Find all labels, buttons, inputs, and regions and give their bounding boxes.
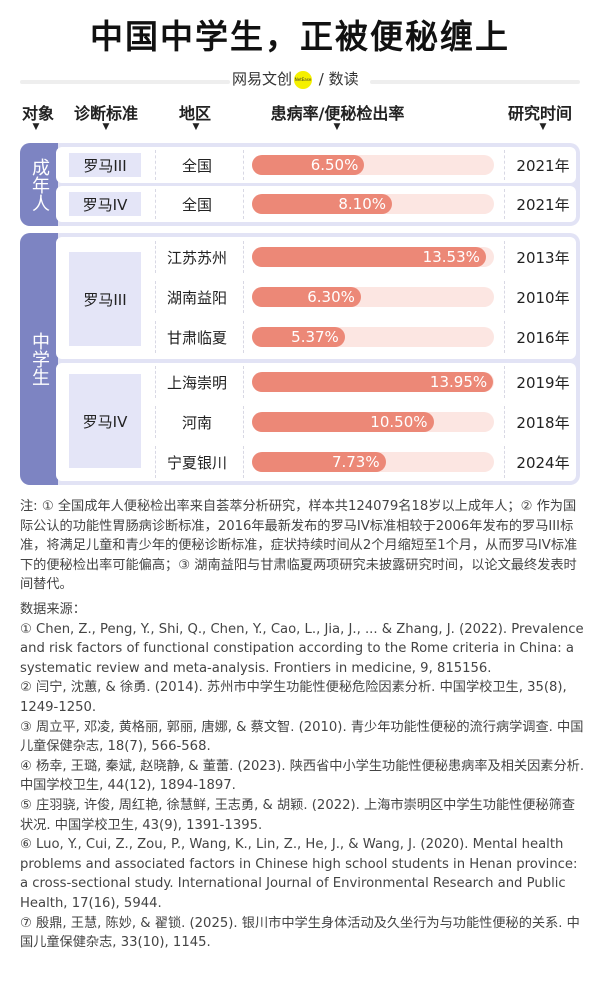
year-cell: 2024年 (516, 454, 570, 472)
divider (243, 366, 244, 398)
rate-bar-fill: 10.50% (252, 412, 434, 432)
netease-badge-icon: NetEase (294, 70, 313, 89)
divider (504, 281, 505, 313)
rate-bar-track: 13.95% (252, 372, 494, 392)
source-item: ② 闫宁, 沈蕙, & 徐勇. (2014). 苏州市中学生功能性便秘危险因素分… (20, 680, 567, 715)
header-rate: 患病率/便秘检出率 (270, 104, 405, 123)
year-cell: 2010年 (516, 289, 570, 307)
year-cell: 2016年 (516, 329, 570, 347)
source-item: ⑤ 庄羽骁, 许俊, 周红艳, 徐慧鲜, 王志勇, & 胡颖. (2022). … (20, 797, 576, 833)
divider (504, 366, 505, 398)
divider (243, 189, 244, 219)
arrow-down-icon: ▼ (32, 122, 40, 132)
arrow-down-icon: ▼ (192, 122, 200, 132)
divider (155, 150, 156, 180)
brand-separator: / (318, 70, 324, 88)
rate-bar-fill: 6.30% (252, 287, 361, 307)
divider (155, 446, 156, 478)
divider (243, 241, 244, 273)
arrow-down-icon: ▼ (539, 122, 547, 132)
rate-bar-fill: 13.53% (252, 247, 486, 267)
divider (370, 80, 580, 84)
header-subject: 对象 (21, 104, 54, 123)
header-region: 地区 (178, 104, 211, 123)
rate-bar-track: 6.50% (252, 155, 494, 175)
notes: 注: ① 全国成年人便秘检出率来自荟萃分析研究，样本共124079名18岁以上成… (20, 499, 578, 593)
divider (243, 406, 244, 438)
brand-logo: 网易文创 NetEase / 数读 (232, 68, 359, 89)
source-item: ⑥ Luo, Y., Cui, Z., Zou, P., Wang, K., L… (20, 837, 578, 911)
source-item: ⑦ 殷鼎, 王慧, 陈妙, & 翟锁. (2025). 银川市中学生身体活动及久… (20, 915, 580, 951)
year-cell: 2021年 (516, 196, 570, 214)
year-cell: 2019年 (516, 374, 570, 392)
rate-bar-fill: 7.73% (252, 452, 386, 472)
divider (243, 446, 244, 478)
divider (155, 406, 156, 438)
divider (504, 150, 505, 180)
rate-bar-track: 6.30% (252, 287, 494, 307)
brand-sub: 数读 (328, 70, 359, 88)
divider (504, 321, 505, 353)
rate-bar-track: 8.10% (252, 194, 494, 214)
criterion-badge: 罗马III (69, 153, 141, 177)
divider (504, 189, 505, 219)
region-cell: 江苏苏州 (166, 249, 227, 267)
divider (504, 446, 505, 478)
criterion-badge: 罗马IV (69, 192, 141, 216)
rate-bar-fill: 5.37% (252, 327, 345, 347)
group-label-students: 中学生 (20, 233, 58, 485)
region-cell: 宁夏银川 (166, 454, 227, 472)
divider (155, 281, 156, 313)
rate-bar-fill: 13.95% (252, 372, 494, 392)
rate-bar-fill: 6.50% (252, 155, 365, 175)
source-item: ① Chen, Z., Peng, Y., Shi, Q., Chen, Y.,… (20, 621, 584, 676)
region-cell: 全国 (181, 157, 212, 175)
criterion-badge: 罗马III (69, 252, 141, 346)
year-cell: 2021年 (516, 157, 570, 175)
year-cell: 2018年 (516, 414, 570, 432)
rate-bar-track: 7.73% (252, 452, 494, 472)
region-cell: 全国 (181, 196, 212, 214)
region-cell: 湖南益阳 (166, 289, 227, 307)
region-cell: 甘肃临夏 (166, 329, 227, 347)
region-cell: 河南 (181, 414, 212, 432)
divider (155, 366, 156, 398)
sources-title: 数据来源： (20, 602, 86, 617)
divider (243, 281, 244, 313)
sources: 数据来源： ① Chen, Z., Peng, Y., Shi, Q., Che… (20, 600, 585, 953)
year-cell: 2013年 (516, 249, 570, 267)
rate-bar-track: 13.53% (252, 247, 494, 267)
arrow-down-icon: ▼ (102, 122, 110, 132)
divider (155, 241, 156, 273)
brand-name: 网易文创 (232, 70, 293, 88)
header-year: 研究时间 (507, 104, 572, 123)
page-title: 中国中学生，正被便秘缠上 (90, 17, 510, 56)
source-item: ④ 杨幸, 王璐, 秦斌, 赵晓静, & 董蕾. (2023). 陕西省中小学生… (20, 758, 585, 794)
arrow-down-icon: ▼ (333, 122, 341, 132)
divider (504, 241, 505, 273)
divider (20, 80, 230, 84)
divider (243, 321, 244, 353)
rate-bar-fill: 8.10% (252, 194, 392, 214)
rate-bar-track: 10.50% (252, 412, 494, 432)
source-item: ③ 周立平, 邓凌, 黄格丽, 郭丽, 唐娜, & 蔡文智. (2010). 青… (20, 719, 584, 755)
divider (155, 321, 156, 353)
divider (155, 189, 156, 219)
group-label-adults: 成年人 (20, 143, 58, 226)
header-criterion: 诊断标准 (73, 104, 138, 123)
divider (243, 150, 244, 180)
divider (504, 406, 505, 438)
rate-bar-track: 5.37% (252, 327, 494, 347)
region-cell: 上海崇明 (166, 374, 227, 392)
criterion-badge: 罗马IV (69, 374, 141, 468)
